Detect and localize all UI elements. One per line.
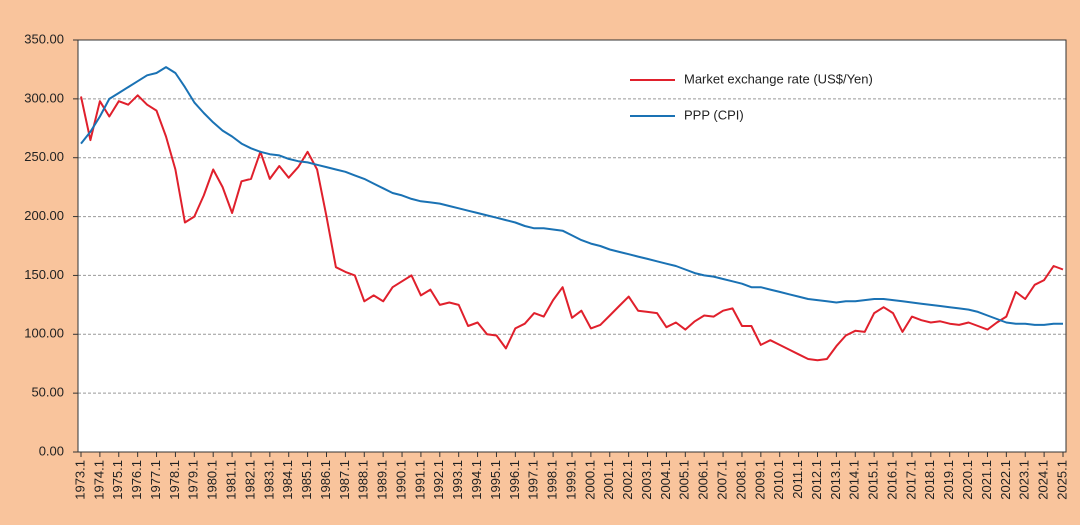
y-tick-label: 100.00 xyxy=(24,326,64,341)
x-tick-label: 2022.1 xyxy=(998,460,1013,500)
x-tick-label: 1990.1 xyxy=(393,460,408,500)
x-tick-label: 1976.1 xyxy=(129,460,144,500)
x-tick-label: 1974.1 xyxy=(91,460,106,500)
x-tick-label: 1994.1 xyxy=(469,460,484,500)
y-tick-label: 0.00 xyxy=(39,443,64,458)
x-tick-label: 2025.1 xyxy=(1054,460,1069,500)
x-tick-label: 1979.1 xyxy=(186,460,201,500)
x-tick-label: 2018.1 xyxy=(922,460,937,500)
x-tick-label: 1980.1 xyxy=(205,460,220,500)
x-tick-label: 2003.1 xyxy=(639,460,654,500)
x-tick-label: 1977.1 xyxy=(148,460,163,500)
x-tick-label: 2010.1 xyxy=(771,460,786,500)
x-tick-label: 1993.1 xyxy=(450,460,465,500)
plot-area xyxy=(78,40,1066,452)
x-tick-label: 1985.1 xyxy=(299,460,314,500)
x-tick-label: 2024.1 xyxy=(1036,460,1051,500)
legend-label: Market exchange rate (US$/Yen) xyxy=(684,71,873,86)
x-tick-label: 1982.1 xyxy=(242,460,257,500)
x-tick-label: 2009.1 xyxy=(752,460,767,500)
x-tick-label: 1983.1 xyxy=(261,460,276,500)
x-tick-label: 1989.1 xyxy=(375,460,390,500)
x-tick-label: 2004.1 xyxy=(658,460,673,500)
x-tick-label: 2007.1 xyxy=(715,460,730,500)
y-tick-label: 200.00 xyxy=(24,208,64,223)
x-tick-label: 2013.1 xyxy=(828,460,843,500)
x-tick-label: 1984.1 xyxy=(280,460,295,500)
x-tick-label: 2016.1 xyxy=(884,460,899,500)
x-tick-label: 2021.1 xyxy=(979,460,994,500)
x-tick-label: 2012.1 xyxy=(809,460,824,500)
x-tick-label: 2017.1 xyxy=(903,460,918,500)
x-tick-label: 1986.1 xyxy=(318,460,333,500)
x-tick-label: 1997.1 xyxy=(526,460,541,500)
series-line xyxy=(80,94,1064,362)
legend-label: PPP (CPI) xyxy=(684,107,744,122)
x-tick-label: 1987.1 xyxy=(337,460,352,500)
y-tick-label: 150.00 xyxy=(24,267,64,282)
x-tick-label: 2000.1 xyxy=(582,460,597,500)
y-tick-label: 50.00 xyxy=(31,385,64,400)
x-tick-label: 2015.1 xyxy=(866,460,881,500)
x-tick-label: 2005.1 xyxy=(677,460,692,500)
x-tick-label: 1992.1 xyxy=(431,460,446,500)
x-tick-label: 2008.1 xyxy=(733,460,748,500)
x-tick-label: 1998.1 xyxy=(545,460,560,500)
x-tick-label: 1981.1 xyxy=(224,460,239,500)
series-line xyxy=(80,66,1063,326)
x-tick-label: 1995.1 xyxy=(488,460,503,500)
x-tick-label: 2020.1 xyxy=(960,460,975,500)
x-tick-label: 1999.1 xyxy=(563,460,578,500)
y-tick-label: 300.00 xyxy=(24,90,64,105)
x-tick-label: 1988.1 xyxy=(356,460,371,500)
x-tick-label: 2011.1 xyxy=(790,460,805,499)
x-tick-label: 2023.1 xyxy=(1017,460,1032,500)
x-tick-label: 2001.1 xyxy=(601,460,616,500)
x-tick-label: 1978.1 xyxy=(167,460,182,500)
x-tick-label: 1975.1 xyxy=(110,460,125,500)
x-tick-label: 2019.1 xyxy=(941,460,956,500)
x-tick-label: 2002.1 xyxy=(620,460,635,500)
x-tick-label: 1991.1 xyxy=(412,460,427,500)
x-tick-label: 1996.1 xyxy=(507,460,522,500)
x-tick-label: 2006.1 xyxy=(696,460,711,500)
y-tick-label: 250.00 xyxy=(24,149,64,164)
y-tick-label: 350.00 xyxy=(24,31,64,46)
x-tick-label: 2014.1 xyxy=(847,460,862,500)
x-tick-label: 1973.1 xyxy=(72,460,87,500)
